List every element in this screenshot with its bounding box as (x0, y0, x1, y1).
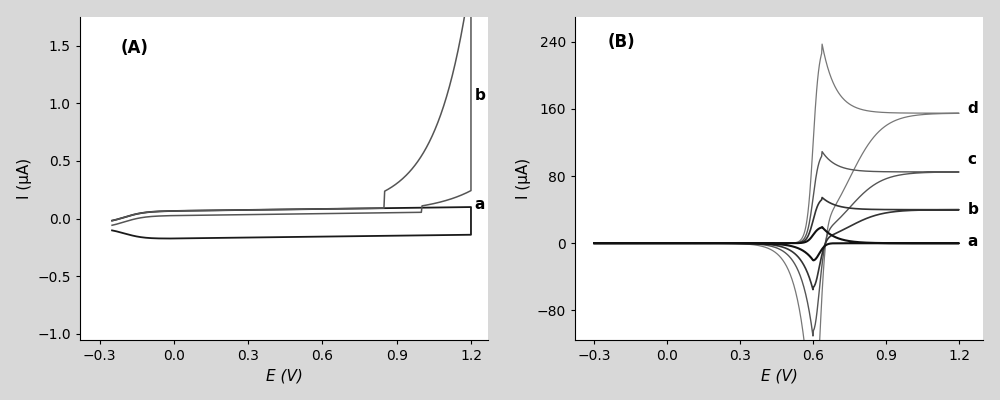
X-axis label: E (V): E (V) (266, 368, 303, 383)
Text: (B): (B) (608, 33, 635, 51)
Text: b: b (968, 202, 978, 217)
Text: b: b (475, 88, 486, 103)
Y-axis label: I (μA): I (μA) (17, 158, 32, 199)
Text: c: c (968, 152, 977, 167)
Text: (A): (A) (121, 39, 149, 57)
Text: a: a (968, 234, 978, 249)
X-axis label: E (V): E (V) (761, 368, 798, 383)
Text: d: d (968, 102, 978, 116)
Text: a: a (475, 197, 485, 212)
Y-axis label: I (μA): I (μA) (516, 158, 531, 199)
